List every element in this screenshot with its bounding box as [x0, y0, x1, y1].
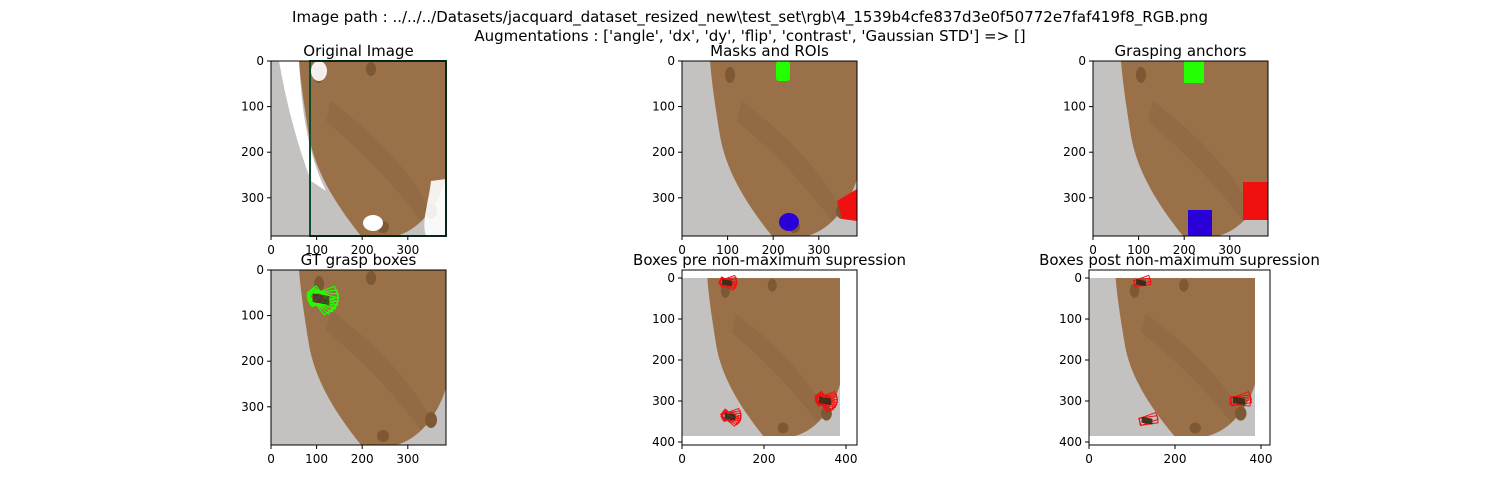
- panel-title: GT grasp boxes: [301, 251, 417, 269]
- x-tick-label: 200: [351, 243, 374, 257]
- anchor-blue: [1188, 210, 1212, 236]
- x-tick-label: 100: [305, 452, 328, 466]
- y-tick-label: 200: [1063, 145, 1086, 159]
- panel-title: Boxes post non-maximum supression: [1039, 251, 1320, 269]
- x-tick-label: 200: [1164, 452, 1187, 466]
- figure-title-line-1: Image path : ../../../Datasets/jacquard_…: [292, 8, 1208, 26]
- x-tick-label: 200: [753, 452, 776, 466]
- y-tick-label: 0: [667, 54, 675, 68]
- x-tick-label: 200: [762, 243, 785, 257]
- mask-red: [837, 189, 857, 221]
- y-tick-label: 100: [241, 309, 264, 323]
- panel-title: Boxes pre non-maximum supression: [633, 251, 906, 269]
- panel-image: [682, 274, 840, 436]
- y-tick-label: 0: [667, 271, 675, 285]
- x-tick-label: 400: [1250, 452, 1273, 466]
- y-tick-label: 400: [652, 435, 675, 449]
- y-tick-label: 100: [1059, 312, 1082, 326]
- y-tick-label: 200: [1059, 353, 1082, 367]
- panel-image: [271, 60, 447, 237]
- y-tick-label: 0: [1074, 271, 1082, 285]
- y-tick-label: 300: [1063, 191, 1086, 205]
- y-tick-label: 300: [1059, 394, 1082, 408]
- x-tick-label: 300: [396, 243, 419, 257]
- y-tick-label: 0: [256, 263, 264, 277]
- y-tick-label: 300: [652, 191, 675, 205]
- y-tick-label: 100: [1063, 100, 1086, 114]
- panel-image: [682, 61, 857, 236]
- y-tick-label: 200: [241, 145, 264, 159]
- x-tick-label: 200: [351, 452, 374, 466]
- post-nms-boxes: [1133, 274, 1253, 427]
- panel-gt-grasp-boxes: GT grasp boxes 0 100 200 300 0 100 200 300: [241, 251, 447, 466]
- pre-nms-boxes: [718, 274, 839, 427]
- panel-grasping-anchors: Grasping anchors 0 100 200 300 0 100 200 300: [1063, 42, 1269, 257]
- x-tick-label: 300: [1218, 243, 1241, 257]
- panel-image: [1089, 274, 1255, 436]
- panel-title: Original Image: [303, 42, 413, 60]
- panel-title: Masks and ROIs: [710, 42, 829, 60]
- y-tick-label: 0: [1078, 54, 1086, 68]
- x-tick-label: 300: [807, 243, 830, 257]
- axes-frame: [681, 269, 858, 446]
- anchor-red: [1243, 182, 1268, 220]
- figure-title-line-2: Augmentations : ['angle', 'dx', 'dy', 'f…: [474, 27, 1026, 45]
- y-tick-label: 200: [241, 354, 264, 368]
- y-tick-label: 400: [1059, 435, 1082, 449]
- x-tick-label: 0: [678, 452, 686, 466]
- y-tick-label: 300: [652, 394, 675, 408]
- axes-frame: [681, 60, 858, 237]
- x-tick-label: 0: [678, 243, 686, 257]
- x-tick-label: 200: [1173, 243, 1196, 257]
- x-tick-label: 0: [1085, 452, 1093, 466]
- mask-blue: [779, 213, 799, 231]
- panel-masks-and-rois: Masks and ROIs 0 100 200 300 0 100 200 300: [652, 42, 858, 257]
- panel-original-image: Original Image 0 100 200 300 0 100 200 300: [241, 42, 447, 257]
- x-tick-label: 100: [1127, 243, 1150, 257]
- gt-grasps: [306, 285, 340, 316]
- axes-frame: [1092, 60, 1269, 237]
- y-tick-label: 200: [652, 353, 675, 367]
- mask-green: [776, 61, 790, 81]
- x-tick-label: 0: [267, 243, 275, 257]
- axes-frame: [270, 269, 447, 446]
- x-tick-label: 0: [1089, 243, 1097, 257]
- x-tick-label: 400: [835, 452, 858, 466]
- panel-boxes-post-nms: Boxes post non-maximum supression 0 200 400…: [1039, 251, 1320, 466]
- y-tick-label: 0: [256, 54, 264, 68]
- y-tick-label: 300: [241, 191, 264, 205]
- axes-frame: [270, 60, 447, 237]
- x-tick-label: 300: [396, 452, 419, 466]
- x-tick-label: 0: [267, 452, 275, 466]
- panel-image: [271, 270, 446, 445]
- anchor-green: [1184, 61, 1204, 83]
- y-tick-label: 100: [652, 100, 675, 114]
- panel-title: Grasping anchors: [1115, 42, 1247, 60]
- x-tick-label: 100: [716, 243, 739, 257]
- panel-image: [1093, 61, 1268, 236]
- axes-frame: [1088, 269, 1271, 446]
- y-tick-label: 100: [241, 100, 264, 114]
- y-tick-label: 100: [652, 312, 675, 326]
- y-tick-label: 200: [652, 145, 675, 159]
- x-tick-label: 100: [305, 243, 328, 257]
- y-tick-label: 300: [241, 400, 264, 414]
